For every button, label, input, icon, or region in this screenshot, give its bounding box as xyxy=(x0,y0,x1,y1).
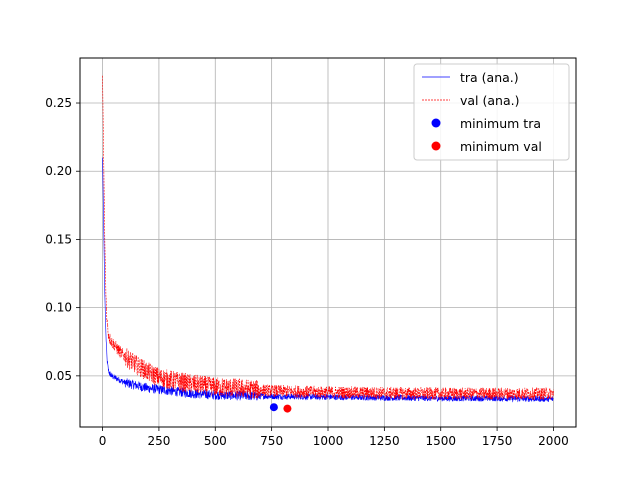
x-tick-label-6: 1500 xyxy=(425,434,456,448)
series-layer xyxy=(102,75,554,413)
x-tick-label-3: 750 xyxy=(260,434,283,448)
legend-box xyxy=(413,63,570,161)
series-3-point-0 xyxy=(283,404,292,413)
y-tick-label-4: 0.25 xyxy=(45,96,72,110)
legend-label-1: val (ana.) xyxy=(460,93,519,108)
x-axis: 0 250 500 750 1000 1250 1500 1750 2000 xyxy=(99,427,569,448)
series-0-line xyxy=(102,157,554,403)
legend-label-2: minimum tra xyxy=(460,116,541,131)
x-tick-label-5: 1250 xyxy=(369,434,400,448)
x-tick-label-1: 250 xyxy=(147,434,170,448)
y-axis: 0.05 0.10 0.15 0.20 0.25 xyxy=(45,96,80,383)
x-tick-label-2: 500 xyxy=(204,434,227,448)
y-tick-label-0: 0.05 xyxy=(45,369,72,383)
y-tick-label-2: 0.15 xyxy=(45,232,72,246)
x-tick-label-0: 0 xyxy=(99,434,107,448)
legend-marker-2 xyxy=(431,118,441,128)
series-1-line xyxy=(102,75,554,401)
series-2-point-0 xyxy=(269,403,278,412)
legend-label-0: tra (ana.) xyxy=(460,70,519,85)
y-tick-label-1: 0.10 xyxy=(45,301,72,315)
y-tick-label-3: 0.20 xyxy=(45,164,72,178)
x-tick-label-4: 1000 xyxy=(313,434,344,448)
x-tick-label-7: 1750 xyxy=(482,434,513,448)
legend: tra (ana.) val (ana.) minimum tra minimum v… xyxy=(413,63,570,161)
legend-marker-3 xyxy=(431,141,441,151)
x-tick-label-8: 2000 xyxy=(538,434,569,448)
legend-label-3: minimum val xyxy=(460,139,542,154)
